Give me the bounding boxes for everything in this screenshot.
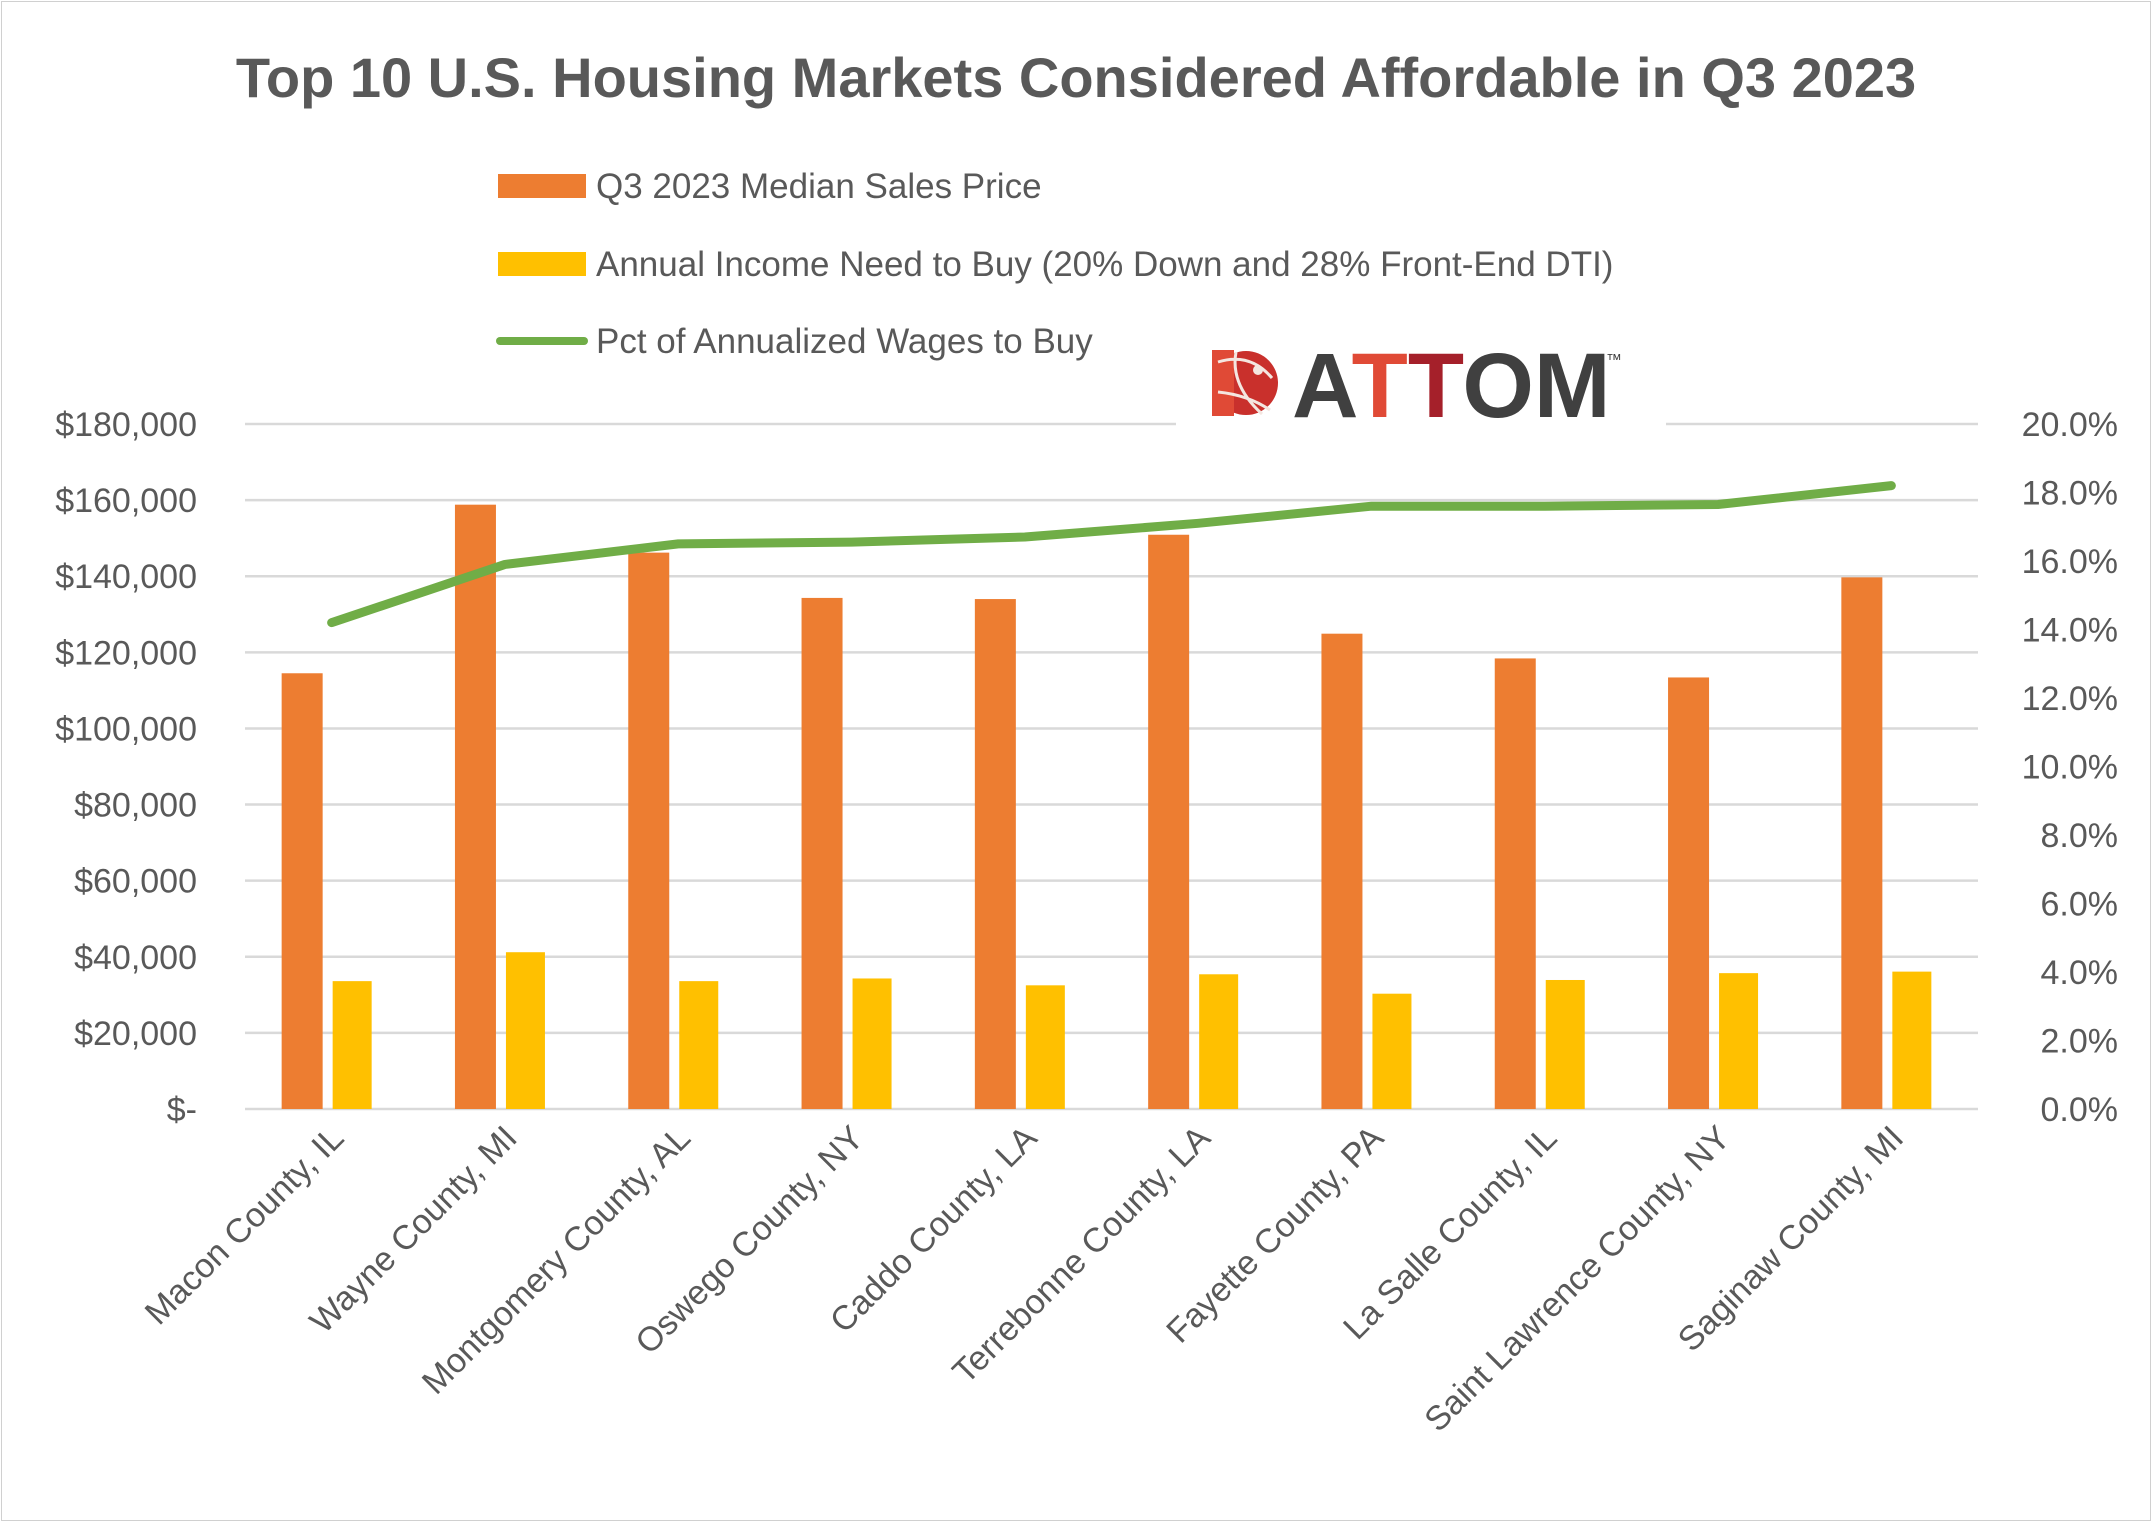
line-pct-wages — [327, 481, 1896, 628]
legend-swatch-median-price — [498, 174, 586, 198]
bar-median-price — [281, 673, 323, 1109]
bar-income-needed — [1372, 993, 1412, 1109]
right-axis-tick-label: 16.0% — [2022, 543, 2118, 581]
left-axis-tick-label: $100,000 — [55, 710, 197, 748]
category-label: Saint Lawrence County, NY — [1417, 1119, 1737, 1439]
bar-income-needed — [1199, 974, 1239, 1109]
right-axis-tick-label: 18.0% — [2022, 475, 2118, 513]
bar-median-price — [1668, 677, 1710, 1109]
bar-median-price — [801, 597, 843, 1109]
legend-label-median-price: Q3 2023 Median Sales Price — [596, 167, 1042, 206]
bar-income-needed — [505, 952, 545, 1109]
bar-income-needed — [852, 978, 892, 1109]
attom-logo-text: ATTOM — [1292, 335, 1611, 437]
bar-median-price — [1148, 534, 1190, 1109]
legend-swatch-income — [498, 252, 586, 276]
right-axis-tick-label: 10.0% — [2022, 749, 2118, 787]
bar-median-price — [1494, 658, 1536, 1109]
legend: Q3 2023 Median Sales Price Annual Income… — [496, 167, 1613, 361]
left-axis-tick-label: $120,000 — [55, 634, 197, 672]
bar-income-needed — [1719, 973, 1759, 1109]
bar-median-price — [1321, 633, 1363, 1109]
chart-title: Top 10 U.S. Housing Markets Considered A… — [236, 46, 1916, 109]
bar-median-price — [454, 504, 496, 1110]
right-axis-tick-label: 6.0% — [2041, 886, 2119, 924]
left-axis-tick-label: $180,000 — [55, 406, 197, 444]
line-series — [327, 481, 1896, 628]
left-axis-tick-label: $140,000 — [55, 558, 197, 596]
legend-label-income: Annual Income Need to Buy (20% Down and … — [596, 245, 1613, 284]
left-axis-tick-label: $80,000 — [74, 787, 197, 825]
bar-median-price — [974, 599, 1016, 1109]
bars — [281, 504, 1932, 1110]
left-axis-tick-label: $160,000 — [55, 482, 197, 520]
bar-income-needed — [679, 981, 719, 1109]
axis-ticks: $- $20,000 $40,000 $60,000 $80,000 $100,000 $1… — [55, 406, 2118, 1129]
bar-income-needed — [1545, 979, 1585, 1109]
left-axis-tick-label: $20,000 — [74, 1015, 197, 1053]
bar-median-price — [1841, 577, 1883, 1109]
right-axis-tick-label: 12.0% — [2022, 680, 2118, 718]
attom-logo-tm: ™ — [1606, 352, 1622, 369]
right-axis-tick-label: 0.0% — [2041, 1091, 2119, 1129]
left-axis-tick-label: $60,000 — [74, 863, 197, 901]
bar-income-needed — [332, 981, 372, 1109]
attom-logo: ATTOM ™ — [1176, 330, 1666, 437]
right-axis-tick-label: 14.0% — [2022, 612, 2118, 650]
right-axis-tick-label: 2.0% — [2041, 1023, 2119, 1061]
bar-median-price — [628, 552, 670, 1109]
legend-label-pct-wages: Pct of Annualized Wages to Buy — [596, 322, 1093, 361]
left-axis-tick-label: $- — [167, 1091, 197, 1129]
right-axis-tick-label: 4.0% — [2041, 954, 2119, 992]
bar-income-needed — [1892, 971, 1932, 1109]
right-axis-tick-label: 8.0% — [2041, 817, 2119, 855]
bar-income-needed — [1025, 985, 1065, 1109]
left-axis-tick-label: $40,000 — [74, 939, 197, 977]
right-axis-tick-label: 20.0% — [2022, 406, 2118, 444]
